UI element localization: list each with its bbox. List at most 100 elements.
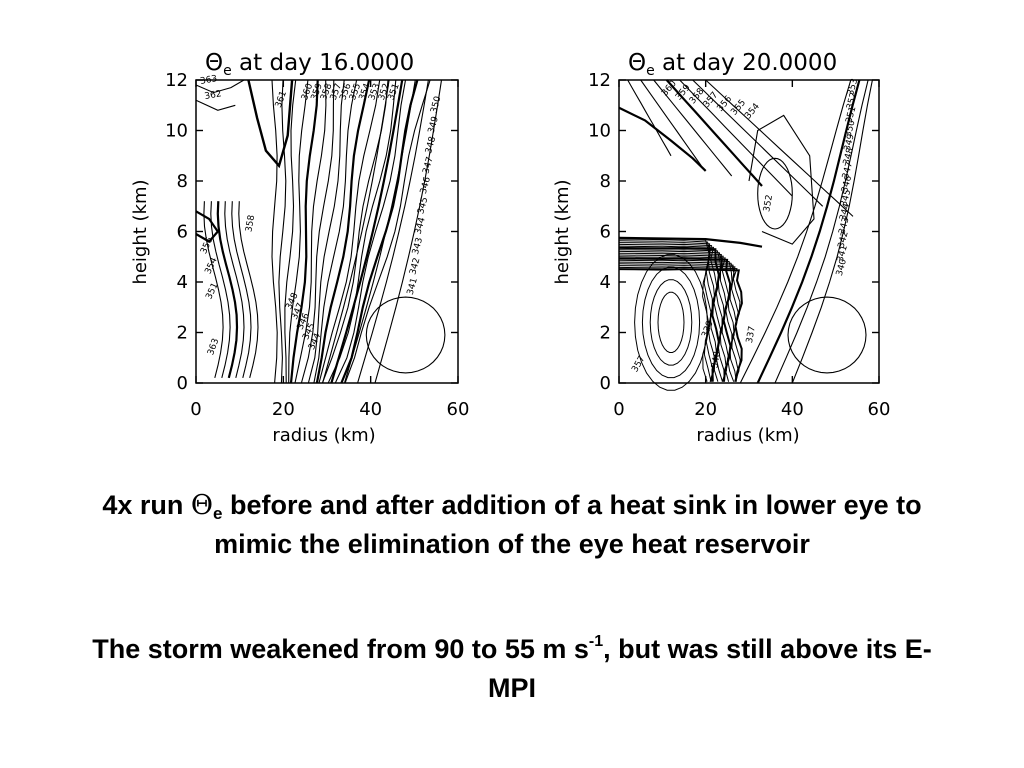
y-tick-label: 4 <box>177 272 188 293</box>
contour-line <box>679 79 793 197</box>
y-tick-label: 0 <box>600 373 611 394</box>
contour-line <box>640 79 702 167</box>
title-text: at day 20.0000 <box>655 50 837 76</box>
contour-label: 337 <box>745 325 758 344</box>
contour-label: 347 <box>422 156 436 175</box>
contour-label: 348 <box>424 135 438 154</box>
contour-label: 342 <box>837 230 851 249</box>
x-tick-label: 0 <box>190 399 201 420</box>
contour-line <box>665 79 763 187</box>
contour-line <box>739 79 852 384</box>
y-tick-label: 6 <box>600 222 611 243</box>
contour-line <box>618 263 737 382</box>
contour-line <box>618 261 735 382</box>
contour-line <box>692 79 824 207</box>
contour-line <box>634 254 708 391</box>
contour-label: 350 <box>844 119 858 138</box>
y-tick-label: 8 <box>177 171 188 192</box>
contour-line <box>294 79 327 384</box>
contour-line <box>224 201 245 379</box>
contour-line <box>618 243 716 382</box>
y-tick-label: 10 <box>588 121 611 142</box>
contour-line <box>618 250 723 382</box>
contour-line <box>705 79 854 217</box>
y-axis-label: height (km) <box>552 179 573 284</box>
contour-line <box>231 201 252 379</box>
y-tick-label: 2 <box>177 323 188 344</box>
contour-label: 352 <box>762 194 775 213</box>
y-axis-label: height (km) <box>130 179 151 284</box>
x-tick-label: 40 <box>359 399 382 420</box>
contour-line <box>195 79 245 94</box>
contour-line <box>757 157 793 230</box>
contour-line <box>322 79 390 384</box>
contour-line <box>618 254 728 382</box>
contour-line <box>203 201 224 379</box>
contour-label: 344 <box>414 216 428 235</box>
contour-line <box>756 79 861 384</box>
contour-line <box>618 236 763 248</box>
contour-label: 349 <box>843 133 857 152</box>
contour-line <box>618 242 714 382</box>
x-tick-label: 60 <box>868 399 891 420</box>
contour-line <box>627 79 672 157</box>
contour-line <box>271 79 278 384</box>
plot-title: Θe at day 16.0000 <box>205 50 414 79</box>
contour-line <box>318 79 381 384</box>
contour-label: 362 <box>204 89 223 102</box>
y-tick-label: 12 <box>165 70 188 91</box>
contour-label: 340 <box>835 258 849 277</box>
contour-label: 351 <box>844 105 858 124</box>
y-tick-label: 8 <box>600 171 611 192</box>
contour-label: 343 <box>411 237 425 256</box>
contour-line <box>618 240 712 382</box>
title-subscript: e <box>223 63 232 79</box>
contour-label: 353 <box>846 77 860 96</box>
contour-line <box>787 296 867 374</box>
title-symbol: Θ <box>628 50 646 76</box>
contour-label: 344 <box>838 202 852 221</box>
title-symbol: Θ <box>205 50 223 76</box>
title-text: at day 16.0000 <box>232 50 414 76</box>
caption-secondary: The storm weakened from 90 to 55 m s-1, … <box>80 630 944 708</box>
contour-line <box>365 296 446 374</box>
contour-line <box>357 79 429 384</box>
contour-label: 348 <box>842 147 856 166</box>
unit-exponent: -1 <box>588 633 604 650</box>
contour-line <box>313 79 358 384</box>
x-tick-label: 20 <box>694 399 717 420</box>
contour-label: 352 <box>845 91 859 110</box>
contour-line <box>195 210 220 244</box>
contour-label: 341 <box>836 244 850 263</box>
contour-line <box>307 79 345 384</box>
contour-line <box>278 79 287 384</box>
contour-plot-day-20: 3603593583573563553543533523513503493483… <box>552 50 891 446</box>
theta-subscript: e <box>213 504 223 523</box>
contour-label: 358 <box>244 214 257 233</box>
contour-label: 350 <box>429 95 443 114</box>
contour-line <box>327 79 397 384</box>
x-tick-label: 40 <box>781 399 804 420</box>
theta-symbol: Θ <box>190 490 214 521</box>
contour-lines <box>195 79 446 384</box>
contour-label: 346 <box>840 174 854 193</box>
title-subscript: e <box>646 63 655 79</box>
contour-line <box>216 201 239 379</box>
x-tick-label: 60 <box>447 399 470 420</box>
contour-line <box>210 201 231 379</box>
x-tick-label: 0 <box>613 399 624 420</box>
contour-line <box>748 114 815 245</box>
contour-label: 349 <box>427 115 441 134</box>
x-axis-label: radius (km) <box>696 425 799 446</box>
contour-line <box>247 79 294 169</box>
contour-lines <box>618 79 873 391</box>
y-tick-label: 0 <box>177 373 188 394</box>
contour-line <box>289 79 319 384</box>
contour-line <box>791 79 873 384</box>
y-tick-label: 2 <box>600 323 611 344</box>
caption-text-a: The storm weakened from 90 to 55 m s <box>92 634 589 664</box>
contour-line <box>238 201 259 379</box>
contour-label: 346 <box>419 176 433 195</box>
